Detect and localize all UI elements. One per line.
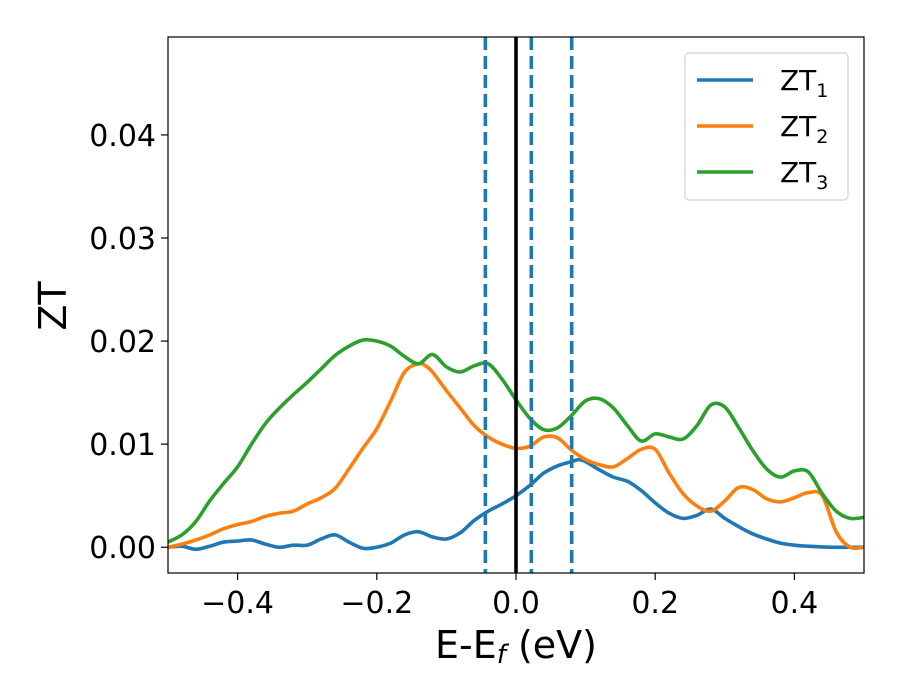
x-tick-label: 0.2: [631, 586, 679, 621]
y-tick-label: 0.04: [89, 119, 156, 154]
x-tick-label: 0.4: [771, 586, 819, 621]
series-line-zt2: [168, 361, 864, 551]
y-tick-label: 0.01: [89, 428, 156, 463]
plot-area: [168, 37, 864, 573]
axes: −0.4 −0.2 0.0 0.2 0.4 0.00 0.01 0.02 0.03 0.04: [89, 36, 865, 621]
legend-label-zt3: ZT3: [780, 156, 828, 194]
x-tick-label: −0.2: [340, 586, 413, 621]
y-tick-label: 0.03: [89, 222, 156, 257]
legend: ZT1 ZT2 ZT3: [684, 52, 849, 201]
legend-label-zt2: ZT2: [780, 110, 828, 148]
y-tick-label: 0.02: [89, 325, 156, 360]
y-tick-label: 0.00: [89, 531, 156, 566]
legend-label-zt1: ZT1: [780, 64, 828, 102]
x-tick-label: −0.4: [201, 586, 274, 621]
series-line-zt1: [168, 457, 864, 552]
x-tick-label: 0.0: [492, 586, 540, 621]
x-axis-label: E-Ef (eV): [435, 623, 597, 670]
legend-box: [684, 52, 849, 201]
y-axis-label: ZT: [31, 281, 75, 331]
